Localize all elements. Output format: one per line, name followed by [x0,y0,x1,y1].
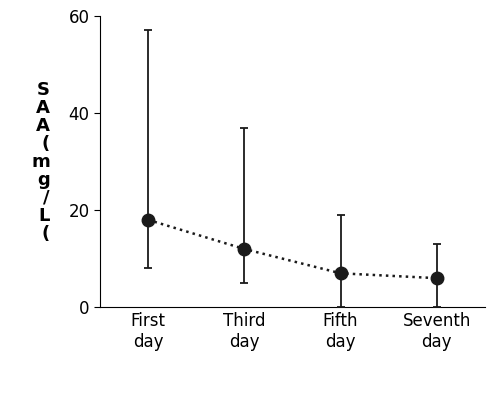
Y-axis label: S
A
A
(
m
g
/
L
(: S A A ( m g / L ( [31,80,50,243]
